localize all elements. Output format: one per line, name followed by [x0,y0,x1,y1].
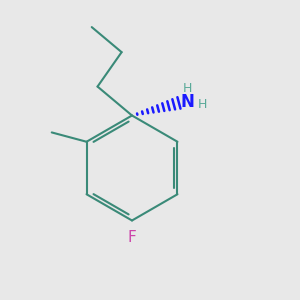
Text: N: N [180,92,194,110]
Text: H: H [197,98,207,111]
Text: F: F [128,230,136,244]
Text: H: H [182,82,192,94]
